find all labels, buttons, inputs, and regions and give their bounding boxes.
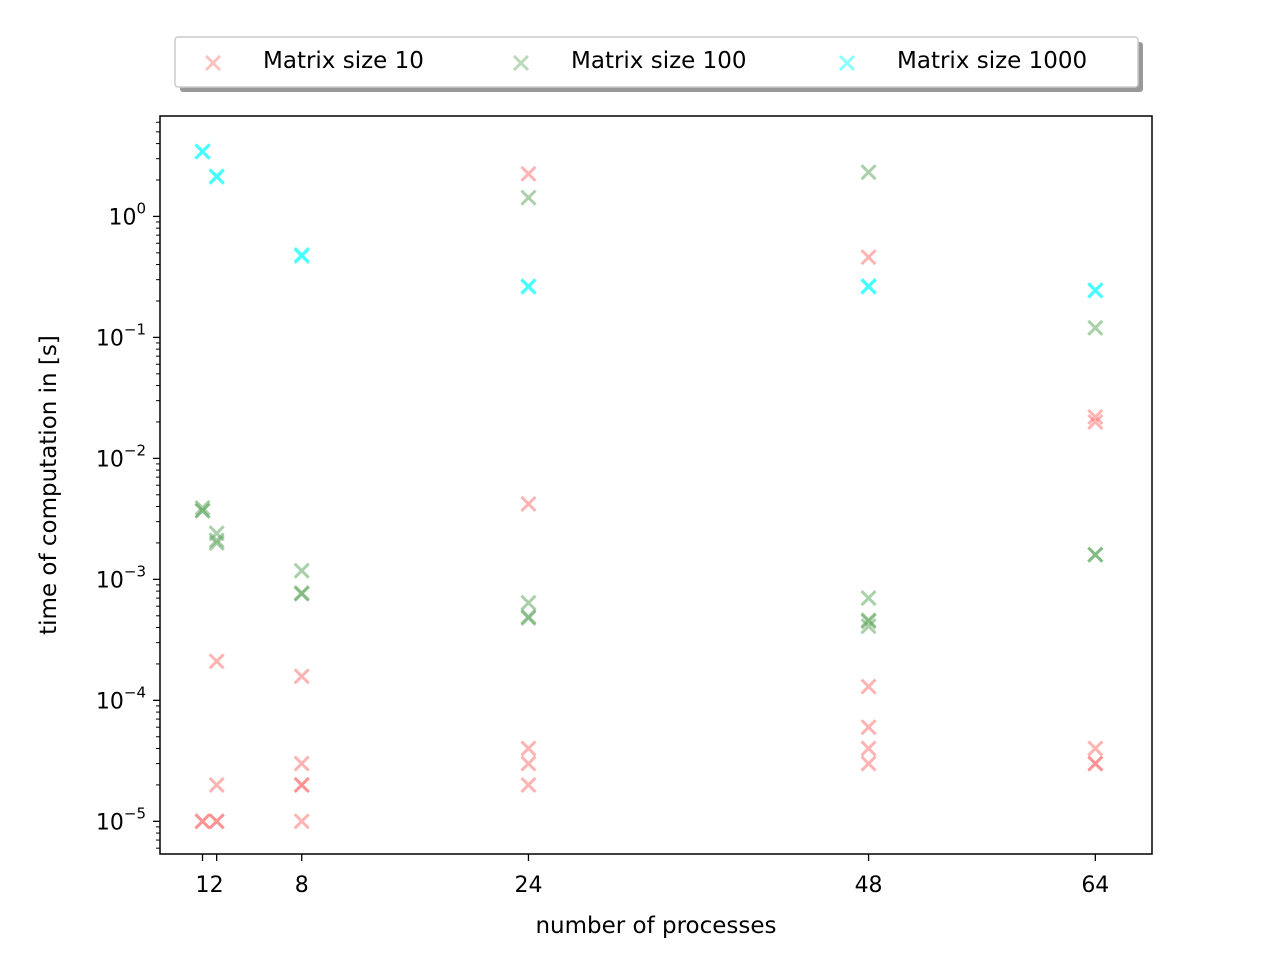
data-point [293,813,310,830]
y-tick-label: 10−2 [96,441,146,472]
data-point [520,740,537,757]
data-point [293,668,310,685]
data-point [860,164,877,181]
data-point [208,532,225,549]
legend-box [174,36,1139,88]
data-point [208,534,225,552]
y-tick-label: 10−5 [96,804,146,835]
data-point [194,143,211,160]
data-point [860,719,877,736]
data-point [208,653,225,670]
data-point [520,608,537,625]
data-point [293,562,310,579]
legend-entry-label: Matrix size 100 [571,48,747,74]
data-point [1087,408,1104,426]
data-point [1087,740,1104,757]
data-point [520,189,537,206]
legend-entry-label: Matrix size 1000 [897,48,1087,74]
x-axis-label: number of processes [535,913,776,939]
data-point [1087,282,1104,299]
data-point [520,594,537,611]
x-tick-label: 24 [514,873,542,898]
legend-marker [512,54,530,72]
y-tick-label: 10−1 [96,320,146,351]
x-tick-label: 8 [295,873,309,898]
data-point [860,613,877,630]
y-tick-label: 10−4 [96,683,146,714]
x-tick-label: 64 [1081,873,1109,898]
data-point [860,755,877,772]
data-point [860,618,877,635]
data-point [860,590,877,607]
data-point [208,813,225,830]
data-point [1087,755,1104,772]
data-points [194,143,1104,830]
legend-entry-label: Matrix size 10 [263,48,424,74]
y-tick-label: 10−3 [96,562,146,593]
data-point [520,165,537,182]
y-axis-label: time of computation in [s] [36,335,62,635]
data-point [293,248,310,265]
x-tick-label: 48 [855,873,883,898]
data-point [293,776,310,793]
data-point [520,755,537,772]
ticks: 1 2 8 24 48 64 10−5 10−4 10−3 10−2 10−1 100 [96,121,1109,898]
data-point [860,249,877,266]
legend-marker [838,54,856,72]
data-point [1087,546,1104,563]
axes [159,115,1153,855]
data-point [194,813,211,830]
data-point [860,678,877,695]
data-point [860,277,877,295]
data-point [194,502,211,519]
data-point [860,740,877,757]
y-tick-label: 100 [108,199,146,230]
legend-marker [204,54,222,72]
data-point [293,755,310,772]
x-tick-label: 2 [210,873,224,898]
data-point [520,495,537,513]
data-point [1087,319,1104,336]
data-point [194,499,211,516]
data-point [520,776,537,793]
data-point [208,168,225,185]
x-tick-label: 1 [196,873,210,898]
plot-frame [159,115,1153,855]
data-point [1087,413,1104,431]
legend: Matrix size 10 Matrix size 100 Matrix size… [174,36,1143,92]
data-point [520,278,537,295]
data-point [208,776,225,793]
data-point [293,585,310,602]
